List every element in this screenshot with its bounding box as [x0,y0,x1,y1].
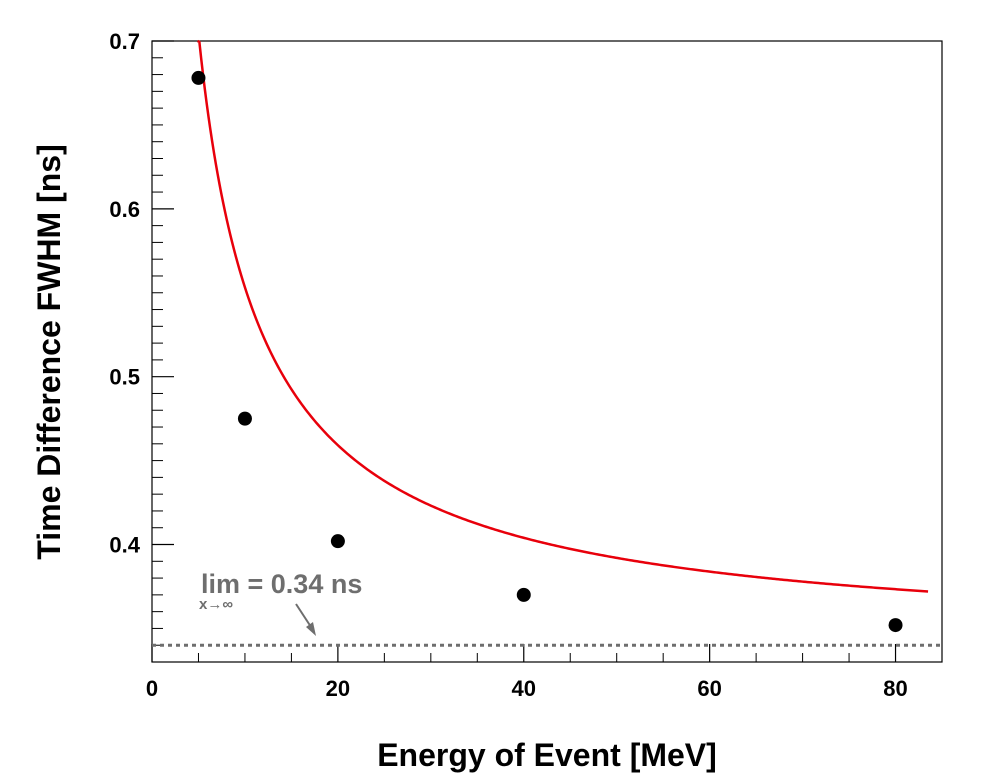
x-tick-label: 60 [697,676,721,701]
points-layer [191,70,903,633]
annotation-arrow [295,603,316,636]
data-point [191,70,206,85]
y-axis-title: Time Difference FWHM [ns] [31,144,67,559]
x-axis-title: Energy of Event [MeV] [377,737,717,773]
plot-frame [151,40,943,663]
fit-curve [196,39,929,593]
axis-ticks: 0 20 40 60 80 0.4 0.5 0.6 0.7 [109,29,907,701]
x-tick-label: 20 [326,676,350,701]
y-tick-label: 0.7 [109,29,140,54]
y-tick-label: 0.6 [109,197,140,222]
data-point [516,587,531,602]
data-point [330,534,345,549]
annotation-subscript: x→∞ [199,596,233,613]
y-tick-label: 0.4 [109,533,140,558]
x-tick-label: 0 [146,676,158,701]
data-point [888,618,903,633]
x-tick-label: 80 [883,676,907,701]
fit-layer [196,39,929,593]
x-tick-label: 40 [512,676,536,701]
y-tick-label: 0.5 [109,365,140,390]
annotation-limit: lim = 0.34 ns [201,569,362,599]
data-point [237,411,252,426]
